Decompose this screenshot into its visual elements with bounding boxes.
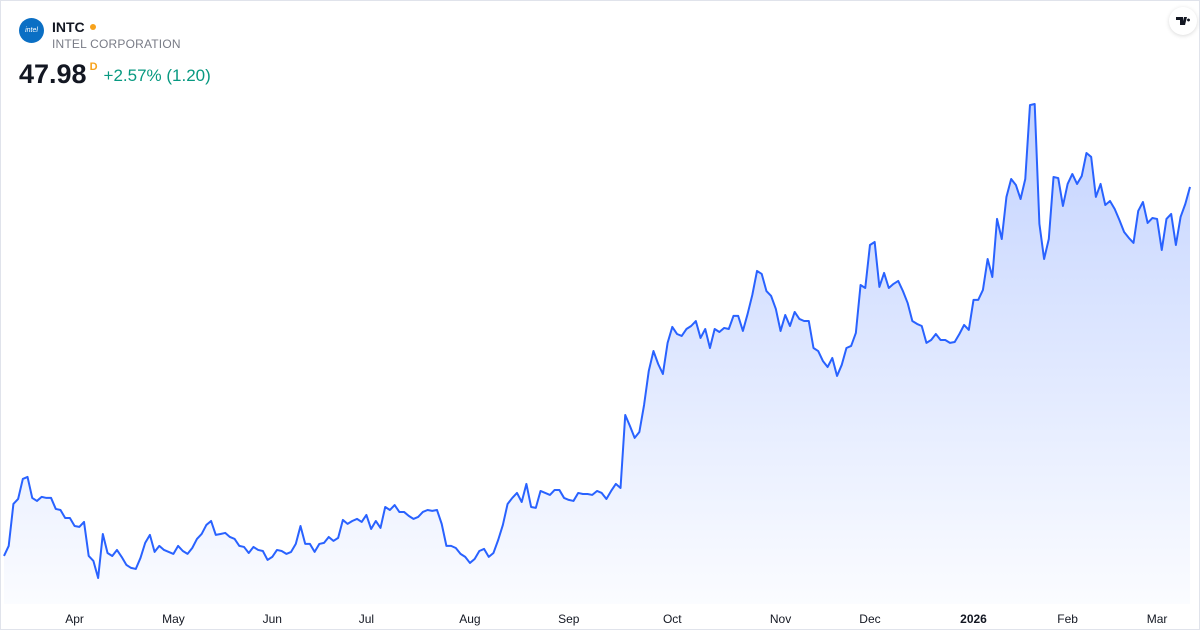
x-tick-label: Aug	[459, 612, 480, 626]
x-tick-label: Apr	[65, 612, 84, 626]
x-tick-label: Dec	[859, 612, 880, 626]
last-price: 47.98	[19, 59, 87, 89]
x-tick-label: 2026	[960, 612, 987, 626]
price-line	[3, 103, 1191, 579]
symbol-header: intel INTC INTEL CORPORATION 47.98 D +2.…	[19, 11, 211, 90]
area-fill	[4, 104, 1190, 604]
company-name: INTEL CORPORATION	[52, 37, 181, 51]
x-tick-label: Feb	[1057, 612, 1078, 626]
x-tick-label: Jun	[263, 612, 282, 626]
price-change: +2.57% (1.20)	[103, 66, 211, 85]
x-tick-label: Jul	[359, 612, 374, 626]
price-row: 47.98 D +2.57% (1.20)	[19, 59, 211, 90]
x-tick-label: Sep	[558, 612, 580, 626]
x-tick-label: May	[162, 612, 185, 626]
interval: D	[89, 61, 98, 73]
x-tick-label: Oct	[663, 612, 682, 626]
symbol-row: intel INTC	[19, 11, 211, 43]
company-logo: intel	[19, 18, 44, 43]
market-status-dot	[89, 24, 96, 30]
x-tick-label: Nov	[770, 612, 791, 626]
tradingview-logo[interactable]	[1169, 7, 1197, 35]
x-tick-label: Mar	[1147, 612, 1168, 626]
symbol: INTC	[52, 19, 85, 35]
